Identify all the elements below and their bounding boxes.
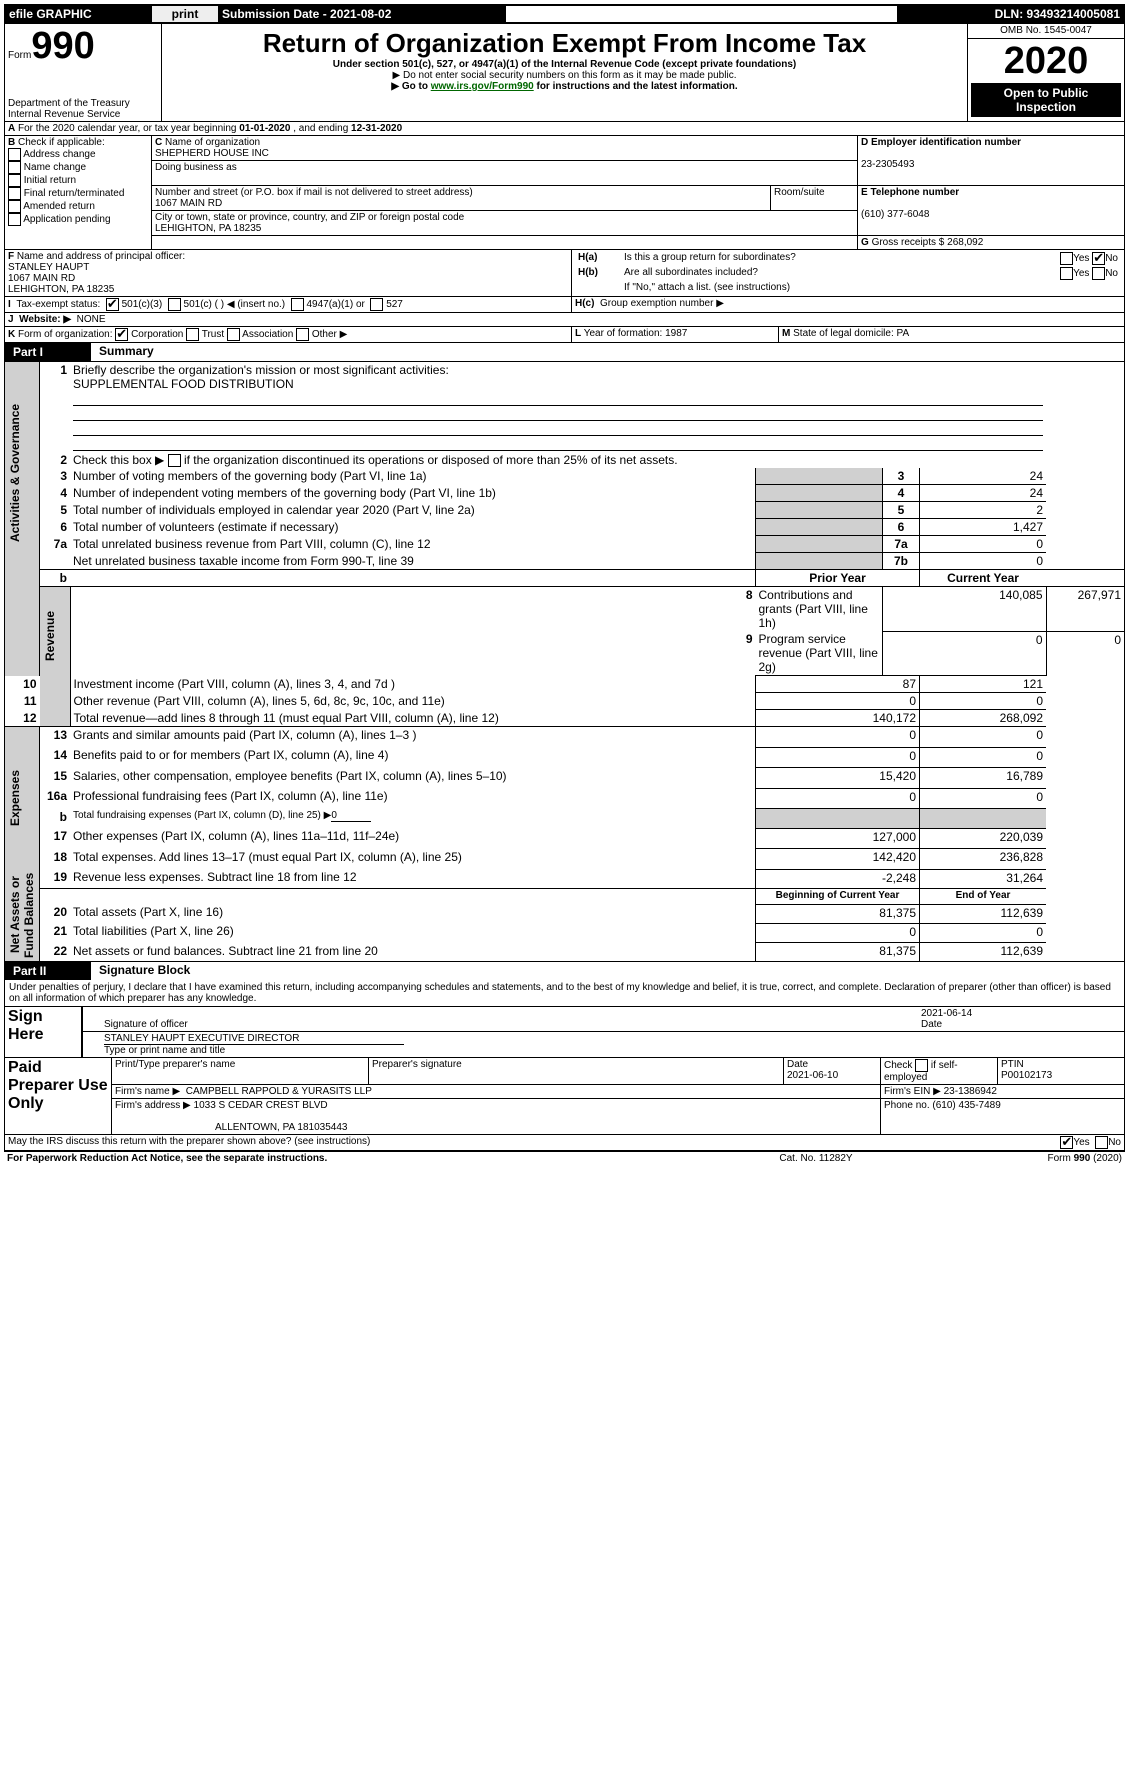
dept-treasury: Department of the Treasury <box>8 98 158 109</box>
bg-block: B Check if applicable: Address change Na… <box>4 136 1125 249</box>
chk-final[interactable] <box>8 187 21 200</box>
phone: (610) 377-6048 <box>861 209 929 220</box>
chk-4947[interactable] <box>291 298 304 311</box>
paid-preparer-block: Paid Preparer Use Only Print/Type prepar… <box>4 1058 1125 1135</box>
discuss-yes[interactable] <box>1060 1136 1073 1149</box>
part2-header: Part II Signature Block <box>4 962 1125 980</box>
ein-label: D Employer identification number <box>861 137 1021 148</box>
i-block: I Tax-exempt status: 501(c)(3) 501(c) ( … <box>4 297 1125 313</box>
omb: OMB No. 1545-0047 <box>968 24 1125 38</box>
org-name: SHEPHERD HOUSE INC <box>155 148 269 159</box>
hb-no[interactable] <box>1092 267 1105 280</box>
ein-value: 23-2305493 <box>861 159 914 170</box>
topbar-spacer <box>506 5 898 23</box>
j-block: J Website: ▶ NONE <box>4 313 1125 327</box>
ha-no[interactable] <box>1092 252 1105 265</box>
sign-here-block: Sign Here Signature of officer 2021-06-1… <box>4 1006 1125 1058</box>
a-line: A For the 2020 calendar year, or tax yea… <box>4 122 1125 136</box>
tax-year: 2020 <box>971 40 1121 83</box>
open-public-1: Open to Public <box>1004 86 1089 100</box>
chk-other[interactable] <box>296 328 309 341</box>
chk-discontinued[interactable] <box>168 454 181 467</box>
section-governance: Activities & Governance <box>8 363 22 583</box>
dept-irs: Internal Revenue Service <box>8 109 158 120</box>
chk-amended[interactable] <box>8 200 21 213</box>
efile-btn[interactable]: efile GRAPHIC <box>5 5 152 23</box>
website-val: NONE <box>77 314 106 325</box>
footer: For Paperwork Reduction Act Notice, see … <box>4 1152 1125 1165</box>
dln: DLN: 93493214005081 <box>897 5 1124 23</box>
form-word: Form <box>8 50 31 61</box>
form-header: Form990 Department of the Treasury Inter… <box>4 24 1125 122</box>
chk-address[interactable] <box>8 148 21 161</box>
submission-date: Submission Date - 2021-08-02 <box>219 5 506 23</box>
perjury-declaration: Under penalties of perjury, I declare th… <box>4 980 1125 1006</box>
note-ssn: ▶ Do not enter social security numbers o… <box>172 70 957 81</box>
form-number: 990 <box>31 25 94 67</box>
city: LEHIGHTON, PA 18235 <box>155 223 261 234</box>
section-revenue: Revenue <box>43 588 57 683</box>
chk-527[interactable] <box>370 298 383 311</box>
chk-assoc[interactable] <box>227 328 240 341</box>
summary-table: Activities & Governance 1 Briefly descri… <box>4 361 1125 962</box>
klm-block: K Form of organization: Corporation Trus… <box>4 327 1125 343</box>
chk-app[interactable] <box>8 213 21 226</box>
street: 1067 MAIN RD <box>155 198 222 209</box>
chk-name[interactable] <box>8 161 21 174</box>
gross-receipts: 268,092 <box>947 237 983 248</box>
discuss-row: May the IRS discuss this return with the… <box>4 1135 1125 1152</box>
print-btn[interactable]: print <box>152 5 219 23</box>
mission: SUPPLEMENTAL FOOD DISTRIBUTION <box>73 377 294 391</box>
chk-self-employed[interactable] <box>915 1059 928 1072</box>
fh-block: F Name and address of principal officer:… <box>4 249 1125 297</box>
chk-trust[interactable] <box>186 328 199 341</box>
form-subtitle: Under section 501(c), 527, or 4947(a)(1)… <box>172 59 957 70</box>
section-netassets: Net Assets or Fund Balances <box>8 870 36 960</box>
form-title: Return of Organization Exempt From Incom… <box>172 28 957 59</box>
ha-yes[interactable] <box>1060 252 1073 265</box>
part1-header: Part I Summary <box>4 343 1125 361</box>
hb-yes[interactable] <box>1060 267 1073 280</box>
chk-501c3[interactable] <box>106 298 119 311</box>
topbar: efile GRAPHIC print Submission Date - 20… <box>4 4 1125 24</box>
chk-501c[interactable] <box>168 298 181 311</box>
chk-corp[interactable] <box>115 328 128 341</box>
discuss-no[interactable] <box>1095 1136 1108 1149</box>
note-goto: ▶ Go to www.irs.gov/Form990 for instruct… <box>172 81 957 92</box>
section-expenses: Expenses <box>8 728 22 868</box>
irs-link[interactable]: www.irs.gov/Form990 <box>431 81 534 92</box>
chk-initial[interactable] <box>8 174 21 187</box>
open-public-2: Inspection <box>1016 100 1076 114</box>
